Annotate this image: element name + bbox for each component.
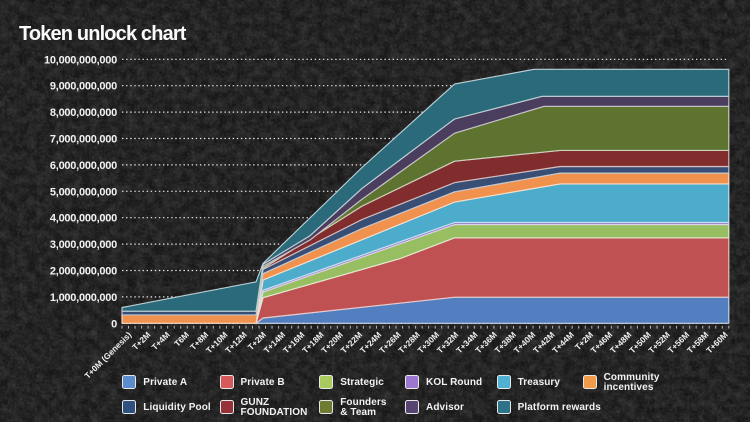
svg-text:4,000,000,000: 4,000,000,000 — [50, 213, 117, 225]
svg-text:1,000,000,000: 1,000,000,000 — [50, 292, 117, 304]
svg-text:9,000,000,000: 9,000,000,000 — [50, 81, 117, 93]
svg-text:0: 0 — [111, 318, 117, 330]
svg-text:T+12M: T+12M — [223, 330, 249, 356]
svg-text:T+0M (Genesis): T+0M (Genesis) — [82, 329, 133, 380]
svg-text:T+44M: T+44M — [550, 330, 576, 356]
svg-text:T+4M: T+4M — [149, 330, 171, 352]
svg-text:T+60M: T+60M — [704, 330, 730, 356]
svg-text:6,000,000,000: 6,000,000,000 — [50, 160, 117, 172]
svg-text:2,000,000,000: 2,000,000,000 — [50, 266, 117, 278]
svg-text:7,000,000,000: 7,000,000,000 — [50, 134, 117, 146]
svg-text:10,000,000,000: 10,000,000,000 — [44, 54, 117, 66]
svg-text:T+2M: T+2M — [130, 330, 152, 352]
svg-text:8,000,000,000: 8,000,000,000 — [50, 107, 117, 119]
svg-text:5,000,000,000: 5,000,000,000 — [50, 186, 117, 198]
svg-text:3,000,000,000: 3,000,000,000 — [50, 239, 117, 251]
